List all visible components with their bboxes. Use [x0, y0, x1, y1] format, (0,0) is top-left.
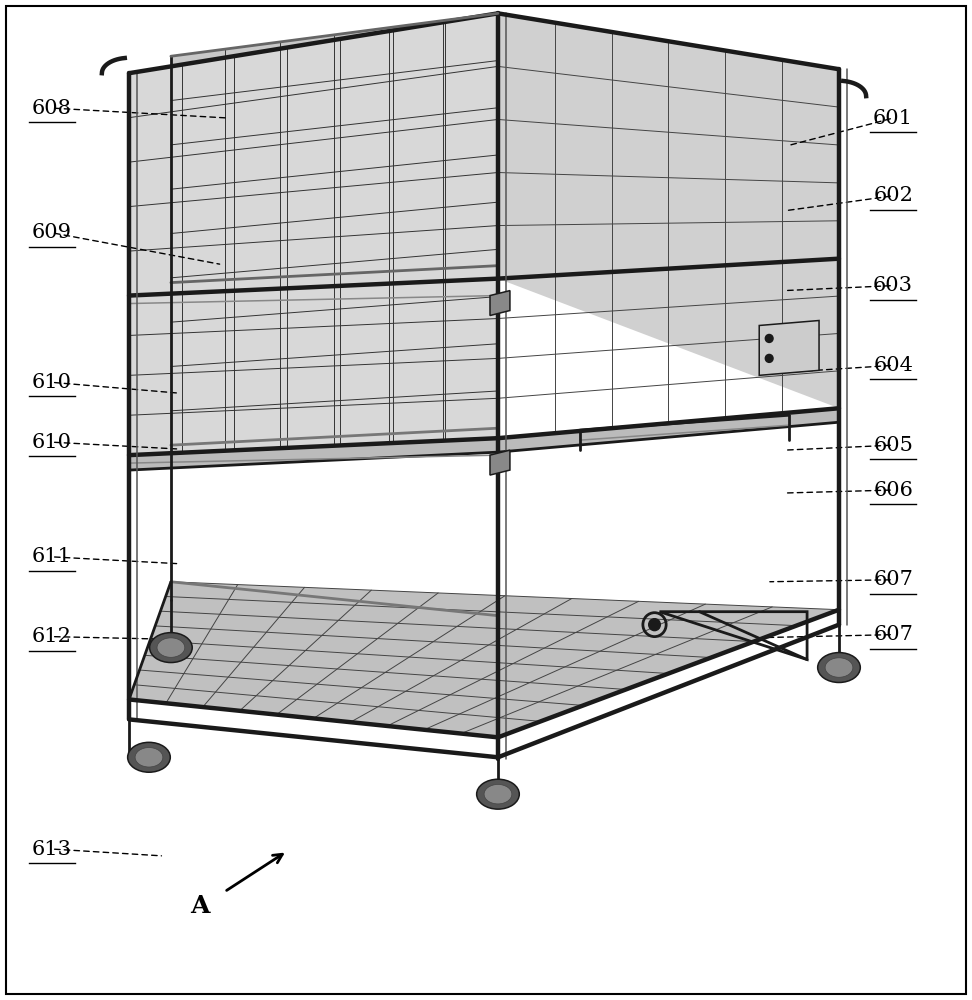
Text: 601: 601: [873, 109, 913, 128]
Polygon shape: [490, 450, 510, 475]
Text: 602: 602: [873, 186, 913, 205]
Text: 607: 607: [873, 625, 913, 644]
Ellipse shape: [476, 779, 519, 809]
Circle shape: [765, 354, 773, 362]
Text: 607: 607: [873, 570, 913, 589]
Ellipse shape: [157, 638, 185, 657]
Circle shape: [648, 619, 660, 631]
Ellipse shape: [484, 784, 512, 804]
Ellipse shape: [825, 658, 852, 677]
Polygon shape: [498, 13, 839, 408]
Text: 611: 611: [32, 547, 72, 566]
Text: 604: 604: [873, 356, 913, 375]
Polygon shape: [129, 582, 839, 737]
Text: 609: 609: [32, 223, 72, 242]
Ellipse shape: [135, 748, 163, 767]
Polygon shape: [129, 13, 498, 296]
Text: 610: 610: [32, 373, 72, 392]
Polygon shape: [129, 408, 839, 470]
Polygon shape: [759, 321, 819, 375]
Text: 603: 603: [873, 276, 913, 295]
Text: 613: 613: [32, 840, 72, 859]
Polygon shape: [171, 13, 498, 455]
Text: 608: 608: [32, 99, 72, 118]
Circle shape: [765, 334, 773, 342]
Text: 610: 610: [32, 433, 72, 452]
Polygon shape: [129, 279, 498, 455]
Text: 605: 605: [873, 436, 913, 455]
Text: 612: 612: [32, 627, 72, 646]
Polygon shape: [490, 291, 510, 316]
Ellipse shape: [127, 742, 170, 772]
Ellipse shape: [817, 653, 860, 682]
Ellipse shape: [150, 633, 192, 663]
Text: 606: 606: [873, 481, 913, 500]
Text: A: A: [191, 894, 210, 918]
